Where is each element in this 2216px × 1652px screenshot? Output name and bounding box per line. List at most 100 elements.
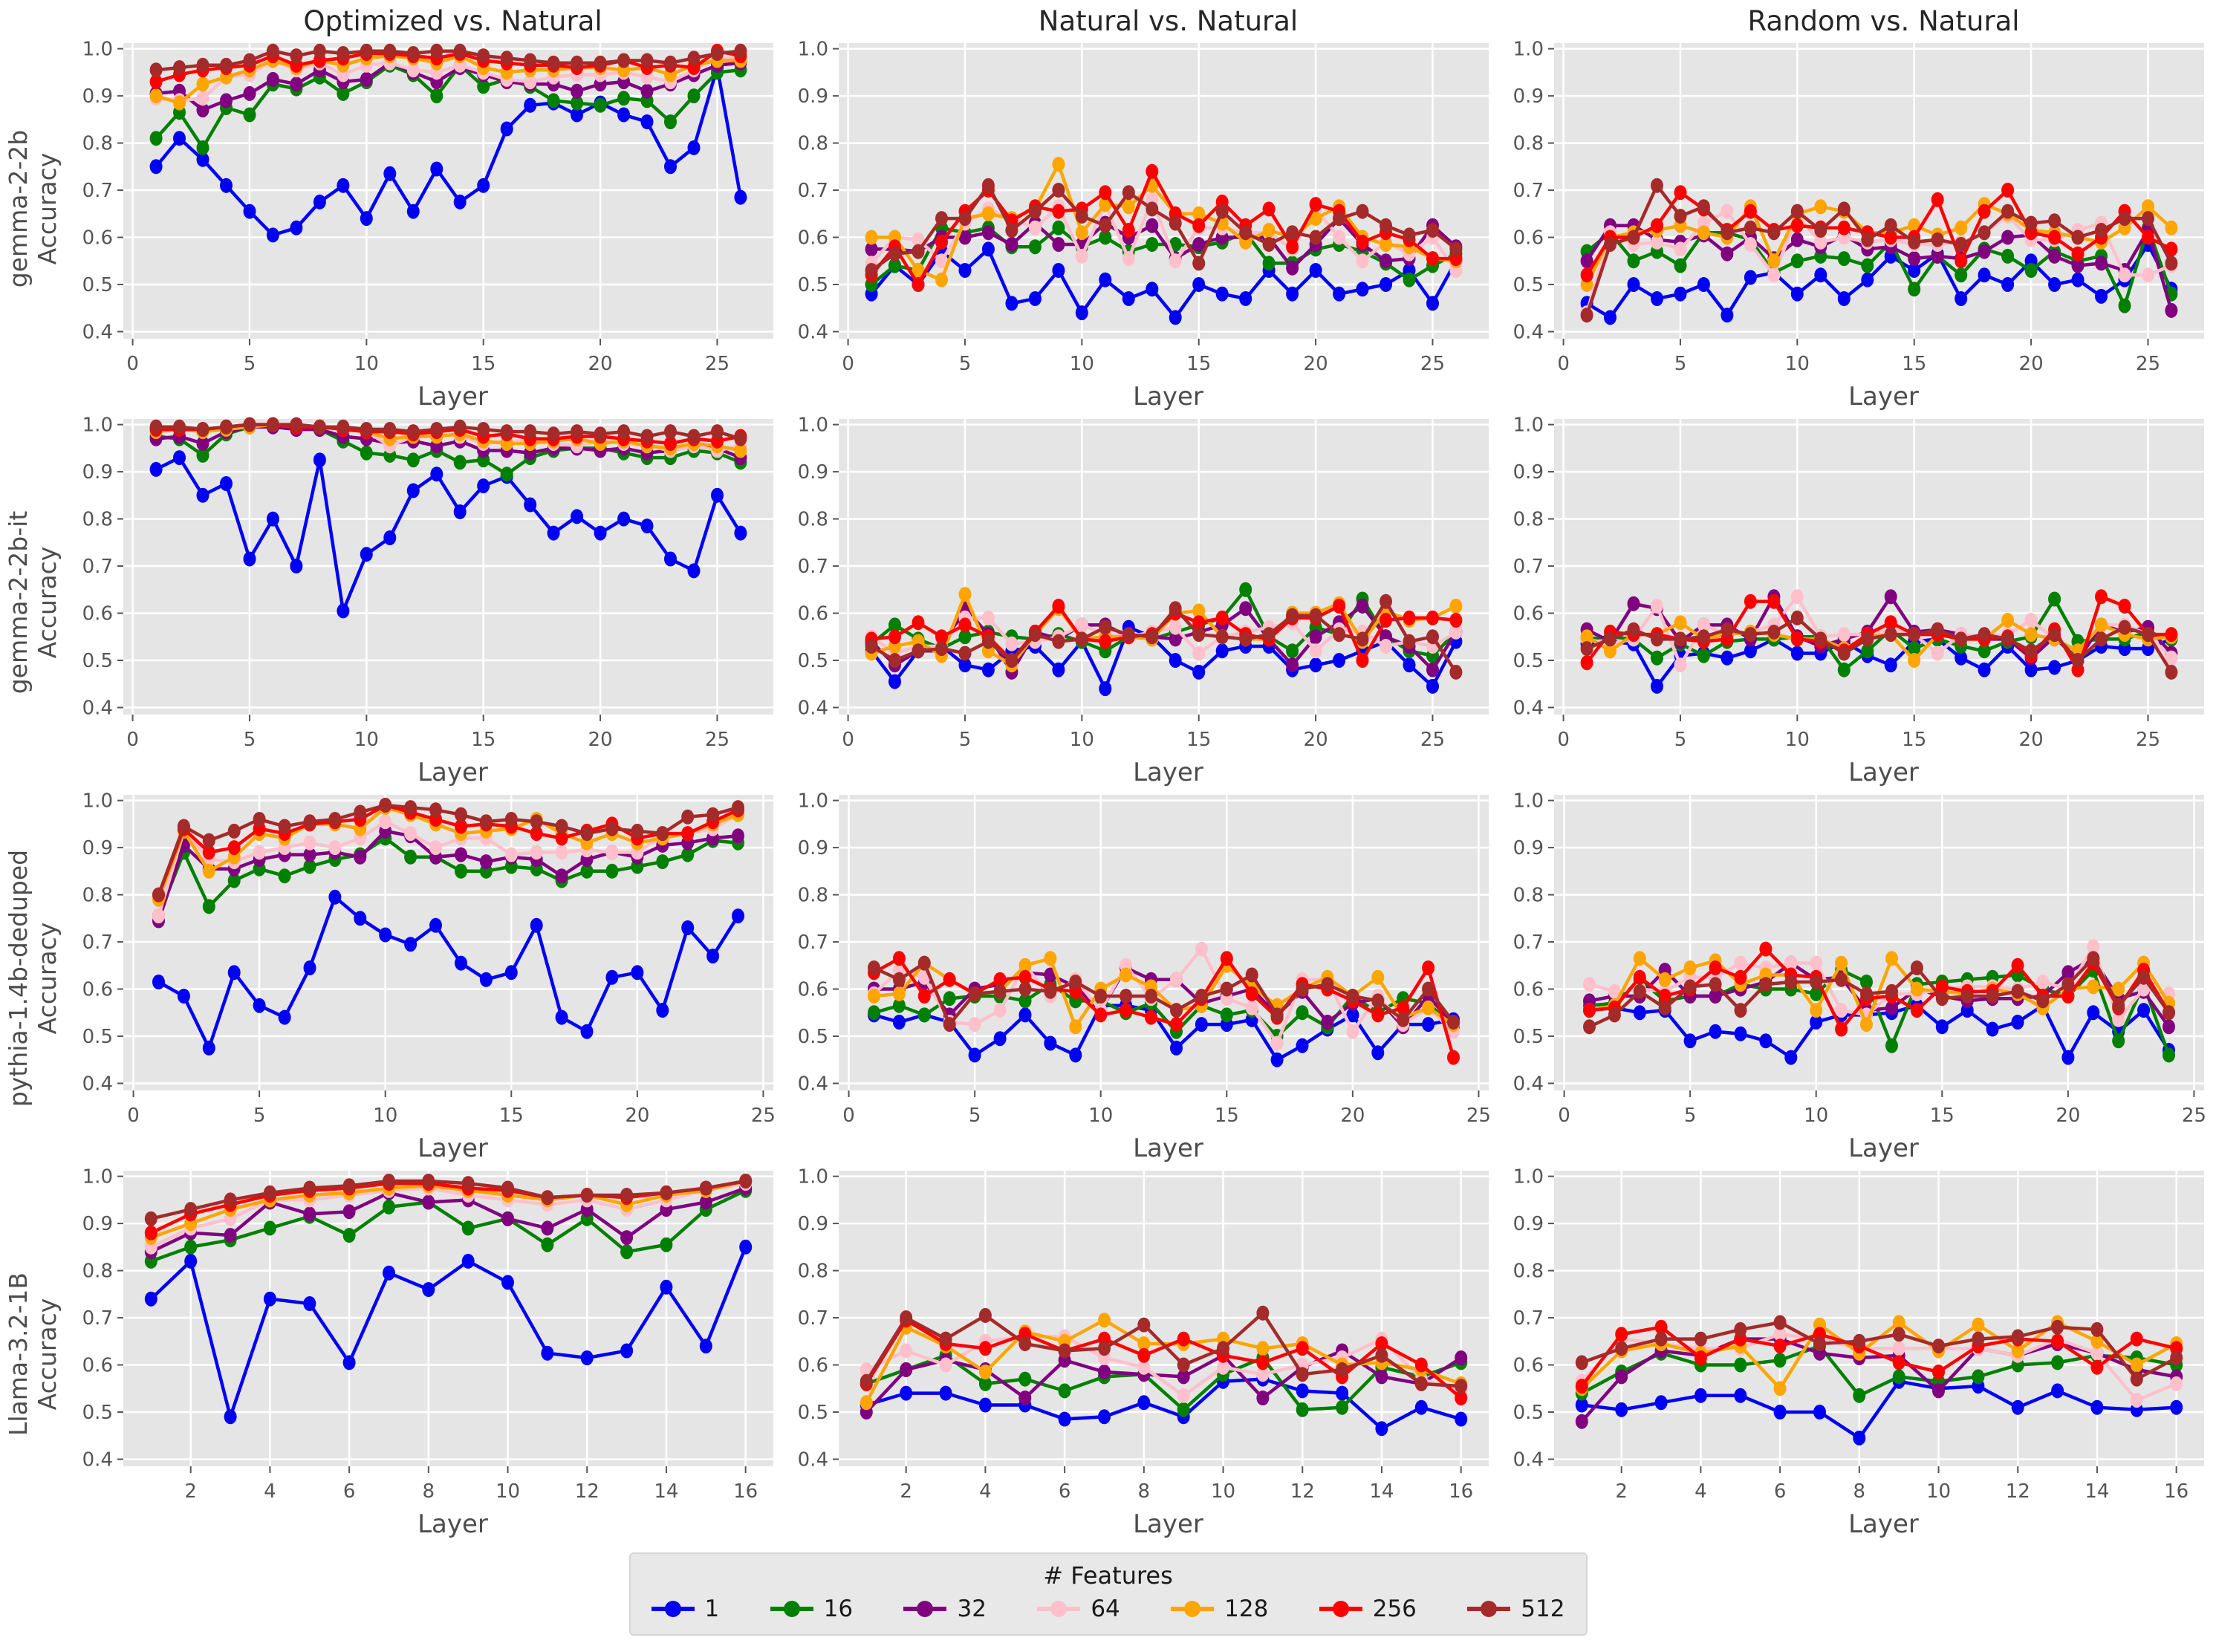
svg-text:0: 0 [127,1105,140,1127]
legend-marker-icon [1171,1601,1215,1617]
chart-cell: Natural vs. Natural 0.4 0.5 0.6 0.7 0.8 0.9 1.… [782,3,1498,414]
svg-text:0.6: 0.6 [1513,603,1544,625]
chart-pythia-natural: 0.4 0.5 0.6 0.7 0.8 0.9 1.0 0 5 10 15 20 25 [782,790,1498,1134]
svg-text:0.7: 0.7 [1513,180,1544,202]
svg-text:0.9: 0.9 [82,837,113,859]
svg-text:0.5: 0.5 [82,1402,113,1424]
x-axis-label: Layer [1133,1509,1203,1539]
svg-text:2: 2 [184,1480,197,1503]
svg-text:15: 15 [1902,729,1926,751]
row-label-gemma-2-2b-it: gemma-2-2b-it Accuracy [0,414,67,790]
svg-text:15: 15 [1930,1105,1955,1127]
svg-text:0.6: 0.6 [1513,1355,1544,1377]
y-axis-label: Accuracy [33,152,62,265]
svg-text:5: 5 [244,353,256,375]
svg-text:1.0: 1.0 [82,414,113,437]
svg-text:10: 10 [1785,353,1810,375]
svg-text:0.8: 0.8 [1513,133,1544,155]
chart-cell: Optimized vs. Natural 0.4 0.5 0.6 0.7 0.8 0.9… [67,3,782,414]
x-axis-label: Layer [1133,382,1203,412]
svg-text:0.6: 0.6 [82,227,113,250]
svg-text:25: 25 [1466,1105,1491,1127]
row-model-label: gemma-2-2b-it [4,510,33,695]
chart-gemma-2-2b-optimized: 0.4 0.5 0.6 0.7 0.8 0.9 1.0 0 5 10 15 20 25 [67,39,782,382]
svg-text:4: 4 [1695,1480,1707,1503]
svg-text:25: 25 [2136,353,2160,375]
legend-marker-icon [903,1601,947,1617]
svg-text:0.8: 0.8 [82,133,113,155]
svg-text:8: 8 [1138,1480,1151,1503]
svg-text:4: 4 [979,1480,992,1503]
svg-text:20: 20 [2056,1105,2080,1127]
svg-text:0.9: 0.9 [82,461,113,484]
chart-canvas: 0.4 0.5 0.6 0.7 0.8 0.9 1.0 0 5 10 15 20 25 [798,790,1491,1127]
svg-text:0.4: 0.4 [82,697,113,719]
svg-text:2: 2 [1615,1480,1628,1503]
chart-canvas: 0.4 0.5 0.6 0.7 0.8 0.9 1.0 0 5 10 15 20 25 [1513,790,2206,1127]
svg-text:10: 10 [1804,1105,1828,1127]
svg-text:25: 25 [751,1105,776,1127]
svg-text:1.0: 1.0 [1513,1166,1544,1188]
legend-item-16: 16 [770,1596,853,1622]
chart-cell: 0.4 0.5 0.6 0.7 0.8 0.9 1.0 0 5 10 15 20 25 Layer [1498,414,2213,790]
svg-text:0.7: 0.7 [798,931,828,954]
svg-text:1.0: 1.0 [798,1166,828,1188]
svg-text:0.8: 0.8 [798,133,828,155]
svg-text:10: 10 [354,353,379,375]
svg-text:0.7: 0.7 [82,180,113,202]
legend-item-1: 1 [651,1596,720,1622]
svg-text:15: 15 [1215,1105,1239,1127]
chart-cell: 0.4 0.5 0.6 0.7 0.8 0.9 1.0 2 4 6 8 10 12 14 16 Layer [1498,1166,2213,1542]
legend-label: 32 [957,1596,987,1622]
svg-text:25: 25 [705,353,730,375]
row-model-label: Llama-3.2-1B [4,1272,33,1437]
svg-text:5: 5 [1674,729,1687,751]
svg-text:12: 12 [575,1480,600,1503]
chart-gemma-2-2b-it-optimized: 0.4 0.5 0.6 0.7 0.8 0.9 1.0 0 5 10 15 20 25 [67,414,782,758]
chart-llama-optimized: 0.4 0.5 0.6 0.7 0.8 0.9 1.0 2 4 6 8 10 12 14 16 [67,1166,782,1509]
svg-text:0.7: 0.7 [82,931,113,954]
svg-text:0.8: 0.8 [798,885,828,907]
svg-text:0.9: 0.9 [1513,1213,1544,1235]
svg-text:0.5: 0.5 [82,650,113,672]
svg-text:0.5: 0.5 [1513,1402,1544,1424]
svg-text:10: 10 [1785,729,1810,751]
legend-marker-icon [651,1601,695,1617]
svg-text:20: 20 [1304,729,1328,751]
svg-text:0.7: 0.7 [1513,1307,1544,1330]
svg-text:0.7: 0.7 [798,1307,828,1330]
svg-text:5: 5 [253,1105,266,1127]
chart-canvas: 0.4 0.5 0.6 0.7 0.8 0.9 1.0 0 5 10 15 20 25 [798,414,1489,751]
svg-text:0.4: 0.4 [1513,697,1544,719]
row-label-llama-3-2-1b: Llama-3.2-1B Accuracy [0,1166,67,1542]
chart-row-llama-3-2-1b: Llama-3.2-1B Accuracy 0.4 0.5 0.6 0.7 0.8 0.9… [0,1166,2216,1542]
svg-text:0.9: 0.9 [798,85,828,108]
svg-text:0.9: 0.9 [1513,85,1544,108]
svg-text:0.8: 0.8 [1513,885,1544,907]
svg-text:5: 5 [1684,1105,1697,1127]
chart-cell: 0.4 0.5 0.6 0.7 0.8 0.9 1.0 0 5 10 15 20 25 Layer [67,790,782,1166]
svg-text:16: 16 [2164,1480,2189,1503]
svg-text:0.4: 0.4 [1513,321,1544,343]
svg-text:0: 0 [126,353,139,375]
chart-canvas: 0.4 0.5 0.6 0.7 0.8 0.9 1.0 2 4 6 8 10 12 14 16 [1513,1166,2204,1503]
svg-text:0.7: 0.7 [798,556,828,578]
column-title: Random vs. Natural [1747,4,2020,37]
svg-text:0.5: 0.5 [798,1402,828,1424]
svg-text:1.0: 1.0 [1513,414,1544,437]
svg-text:1.0: 1.0 [1513,39,1544,61]
legend-label: 1 [704,1596,720,1622]
svg-text:0.6: 0.6 [798,1355,828,1377]
legend-item-64: 64 [1037,1596,1120,1622]
svg-text:20: 20 [2019,729,2044,751]
legend-marker-icon [1467,1601,1511,1617]
chart-canvas: 0.4 0.5 0.6 0.7 0.8 0.9 1.0 0 5 10 15 20 25 [82,39,773,375]
svg-text:15: 15 [1186,729,1211,751]
svg-text:0.6: 0.6 [1513,979,1544,1001]
legend-marker-icon [770,1601,813,1617]
svg-text:25: 25 [2136,729,2160,751]
row-model-label: pythia-1.4b-deduped [4,849,33,1108]
x-axis-label: Layer [417,382,488,412]
svg-text:1.0: 1.0 [798,414,828,437]
svg-text:14: 14 [2085,1480,2109,1503]
